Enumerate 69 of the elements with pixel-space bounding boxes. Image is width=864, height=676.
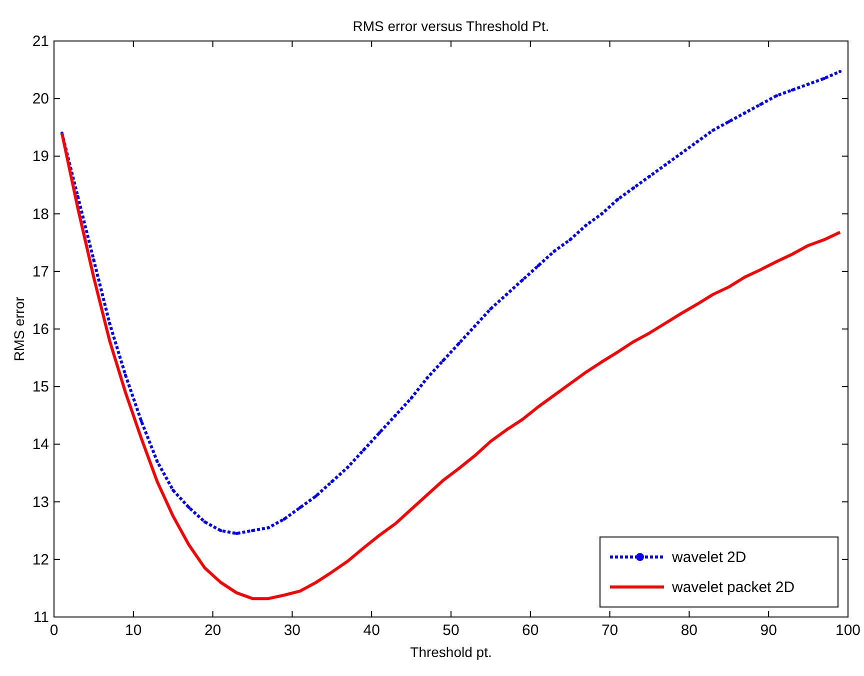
point [124,374,127,377]
point [489,307,492,310]
point [219,529,222,532]
point [473,324,476,328]
point [235,532,238,535]
point [394,414,397,417]
point [362,448,366,452]
x-tick-label: 10 [125,622,142,639]
point [330,480,334,484]
legend-label: wavelet 2D [671,549,746,566]
x-tick-label: 50 [442,622,460,639]
point [410,396,413,400]
y-tick-label: 13 [32,494,49,511]
point [140,420,143,423]
point [759,102,762,106]
x-tick-label: 60 [522,622,539,639]
point [696,140,699,144]
point [712,128,715,132]
point [187,506,190,510]
y-tick-label: 20 [32,90,49,108]
point [378,431,382,434]
point [632,186,636,190]
point [298,506,302,510]
point [616,198,620,201]
point [790,88,794,92]
y-tick-label: 17 [32,263,49,280]
point [775,94,778,98]
point [266,526,270,530]
point [727,120,730,124]
point [442,359,445,362]
x-tick-label: 30 [284,622,301,639]
point [314,494,318,498]
y-tick-label: 12 [32,551,49,568]
point [457,342,460,345]
point [156,460,159,463]
chart-title: RMS error versus Threshold Pt. [352,18,550,34]
x-tick-label: 40 [363,622,380,639]
point [346,466,350,469]
point [251,529,254,532]
x-tick-label: 70 [601,622,618,639]
y-tick-label: 15 [32,378,49,396]
x-tick-label: 0 [50,622,58,639]
x-tick-label: 90 [760,622,777,639]
point [648,174,651,178]
x-axis-title: Threshold pt. [410,644,492,660]
point [664,163,667,166]
y-tick-label: 14 [32,436,49,454]
y-tick-label: 16 [32,321,49,338]
x-tick-label: 80 [680,622,698,639]
y-tick-label: 18 [32,206,49,223]
point [536,264,540,268]
y-axis-title: RMS error [11,296,27,362]
point [108,322,112,325]
point [282,518,286,521]
point [552,250,556,253]
point [172,488,175,492]
point [92,258,96,262]
point [822,76,826,80]
point [838,70,842,74]
y-tick-label: 19 [32,148,49,166]
point [568,238,572,242]
legend-label: wavelet packet 2D [671,579,795,596]
point [600,212,604,216]
x-tick-label: 20 [204,622,222,639]
y-tick-label: 11 [33,609,49,626]
y-tick-label: 21 [32,33,49,50]
line-series [60,132,842,600]
x-tick-label: 100 [835,622,861,639]
point [806,82,810,86]
